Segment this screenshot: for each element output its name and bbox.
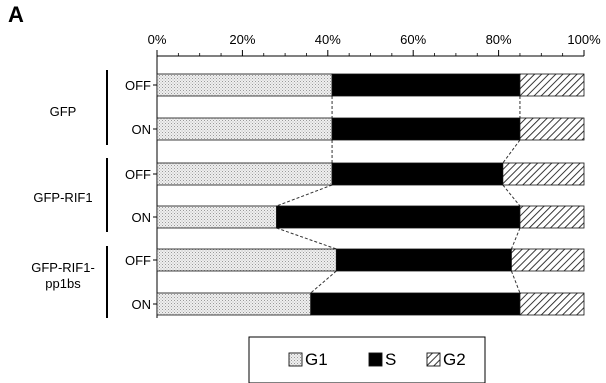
dashed-connector [502, 184, 521, 207]
x-tick-label: 20% [229, 32, 255, 47]
bar-segment-g2 [519, 205, 585, 229]
x-tick-label: 40% [315, 32, 341, 47]
x-tick-label: 0% [148, 32, 167, 47]
group-label: GFP-RIF1- [31, 260, 95, 275]
x-tick-label: 100% [567, 32, 601, 47]
dashed-connector [276, 184, 333, 207]
bar-segment-g1 [156, 117, 333, 141]
group-label: GFP [50, 104, 77, 119]
bar-segment-s [310, 292, 521, 316]
bar-segment-g1 [156, 292, 312, 316]
bar-segment-s [331, 73, 521, 97]
bar-segment-g2 [519, 292, 585, 316]
legend-box [248, 336, 486, 383]
bar-segment-g1 [156, 248, 337, 272]
bar-segment-s [331, 162, 504, 186]
bar-segment-s [276, 205, 521, 229]
bar-segment-g2 [519, 73, 585, 97]
bar-segment-g2 [502, 162, 585, 186]
row-label: OFF [125, 253, 151, 268]
dashed-connector [276, 227, 337, 250]
bar-segment-g2 [519, 117, 585, 141]
row-label: OFF [125, 167, 151, 182]
bar-segment-s [335, 248, 512, 272]
row-label: ON [132, 297, 152, 312]
panel-label: A [8, 2, 24, 27]
legend-label: S [385, 350, 396, 369]
legend-swatch-g1 [288, 352, 303, 367]
legend-swatch-s [368, 352, 383, 367]
dashed-connector [310, 270, 337, 294]
bar-segment-g1 [156, 205, 277, 229]
dashed-connector [510, 227, 521, 250]
bar-segment-g1 [156, 162, 333, 186]
bar-segment-g1 [156, 73, 333, 97]
bar-segment-s [331, 117, 521, 141]
group-label: pp1bs [45, 276, 81, 291]
x-tick-label: 60% [400, 32, 426, 47]
legend-label: G2 [443, 350, 466, 369]
row-label: OFF [125, 78, 151, 93]
legend-label: G1 [305, 350, 328, 369]
legend-swatch-g2 [426, 352, 441, 367]
row-label: ON [132, 210, 152, 225]
dashed-connector [502, 139, 521, 164]
dashed-connector [510, 270, 521, 294]
group-label: GFP-RIF1 [33, 190, 92, 205]
row-label: ON [132, 122, 152, 137]
bar-segment-g2 [511, 248, 585, 272]
x-tick-label: 80% [486, 32, 512, 47]
